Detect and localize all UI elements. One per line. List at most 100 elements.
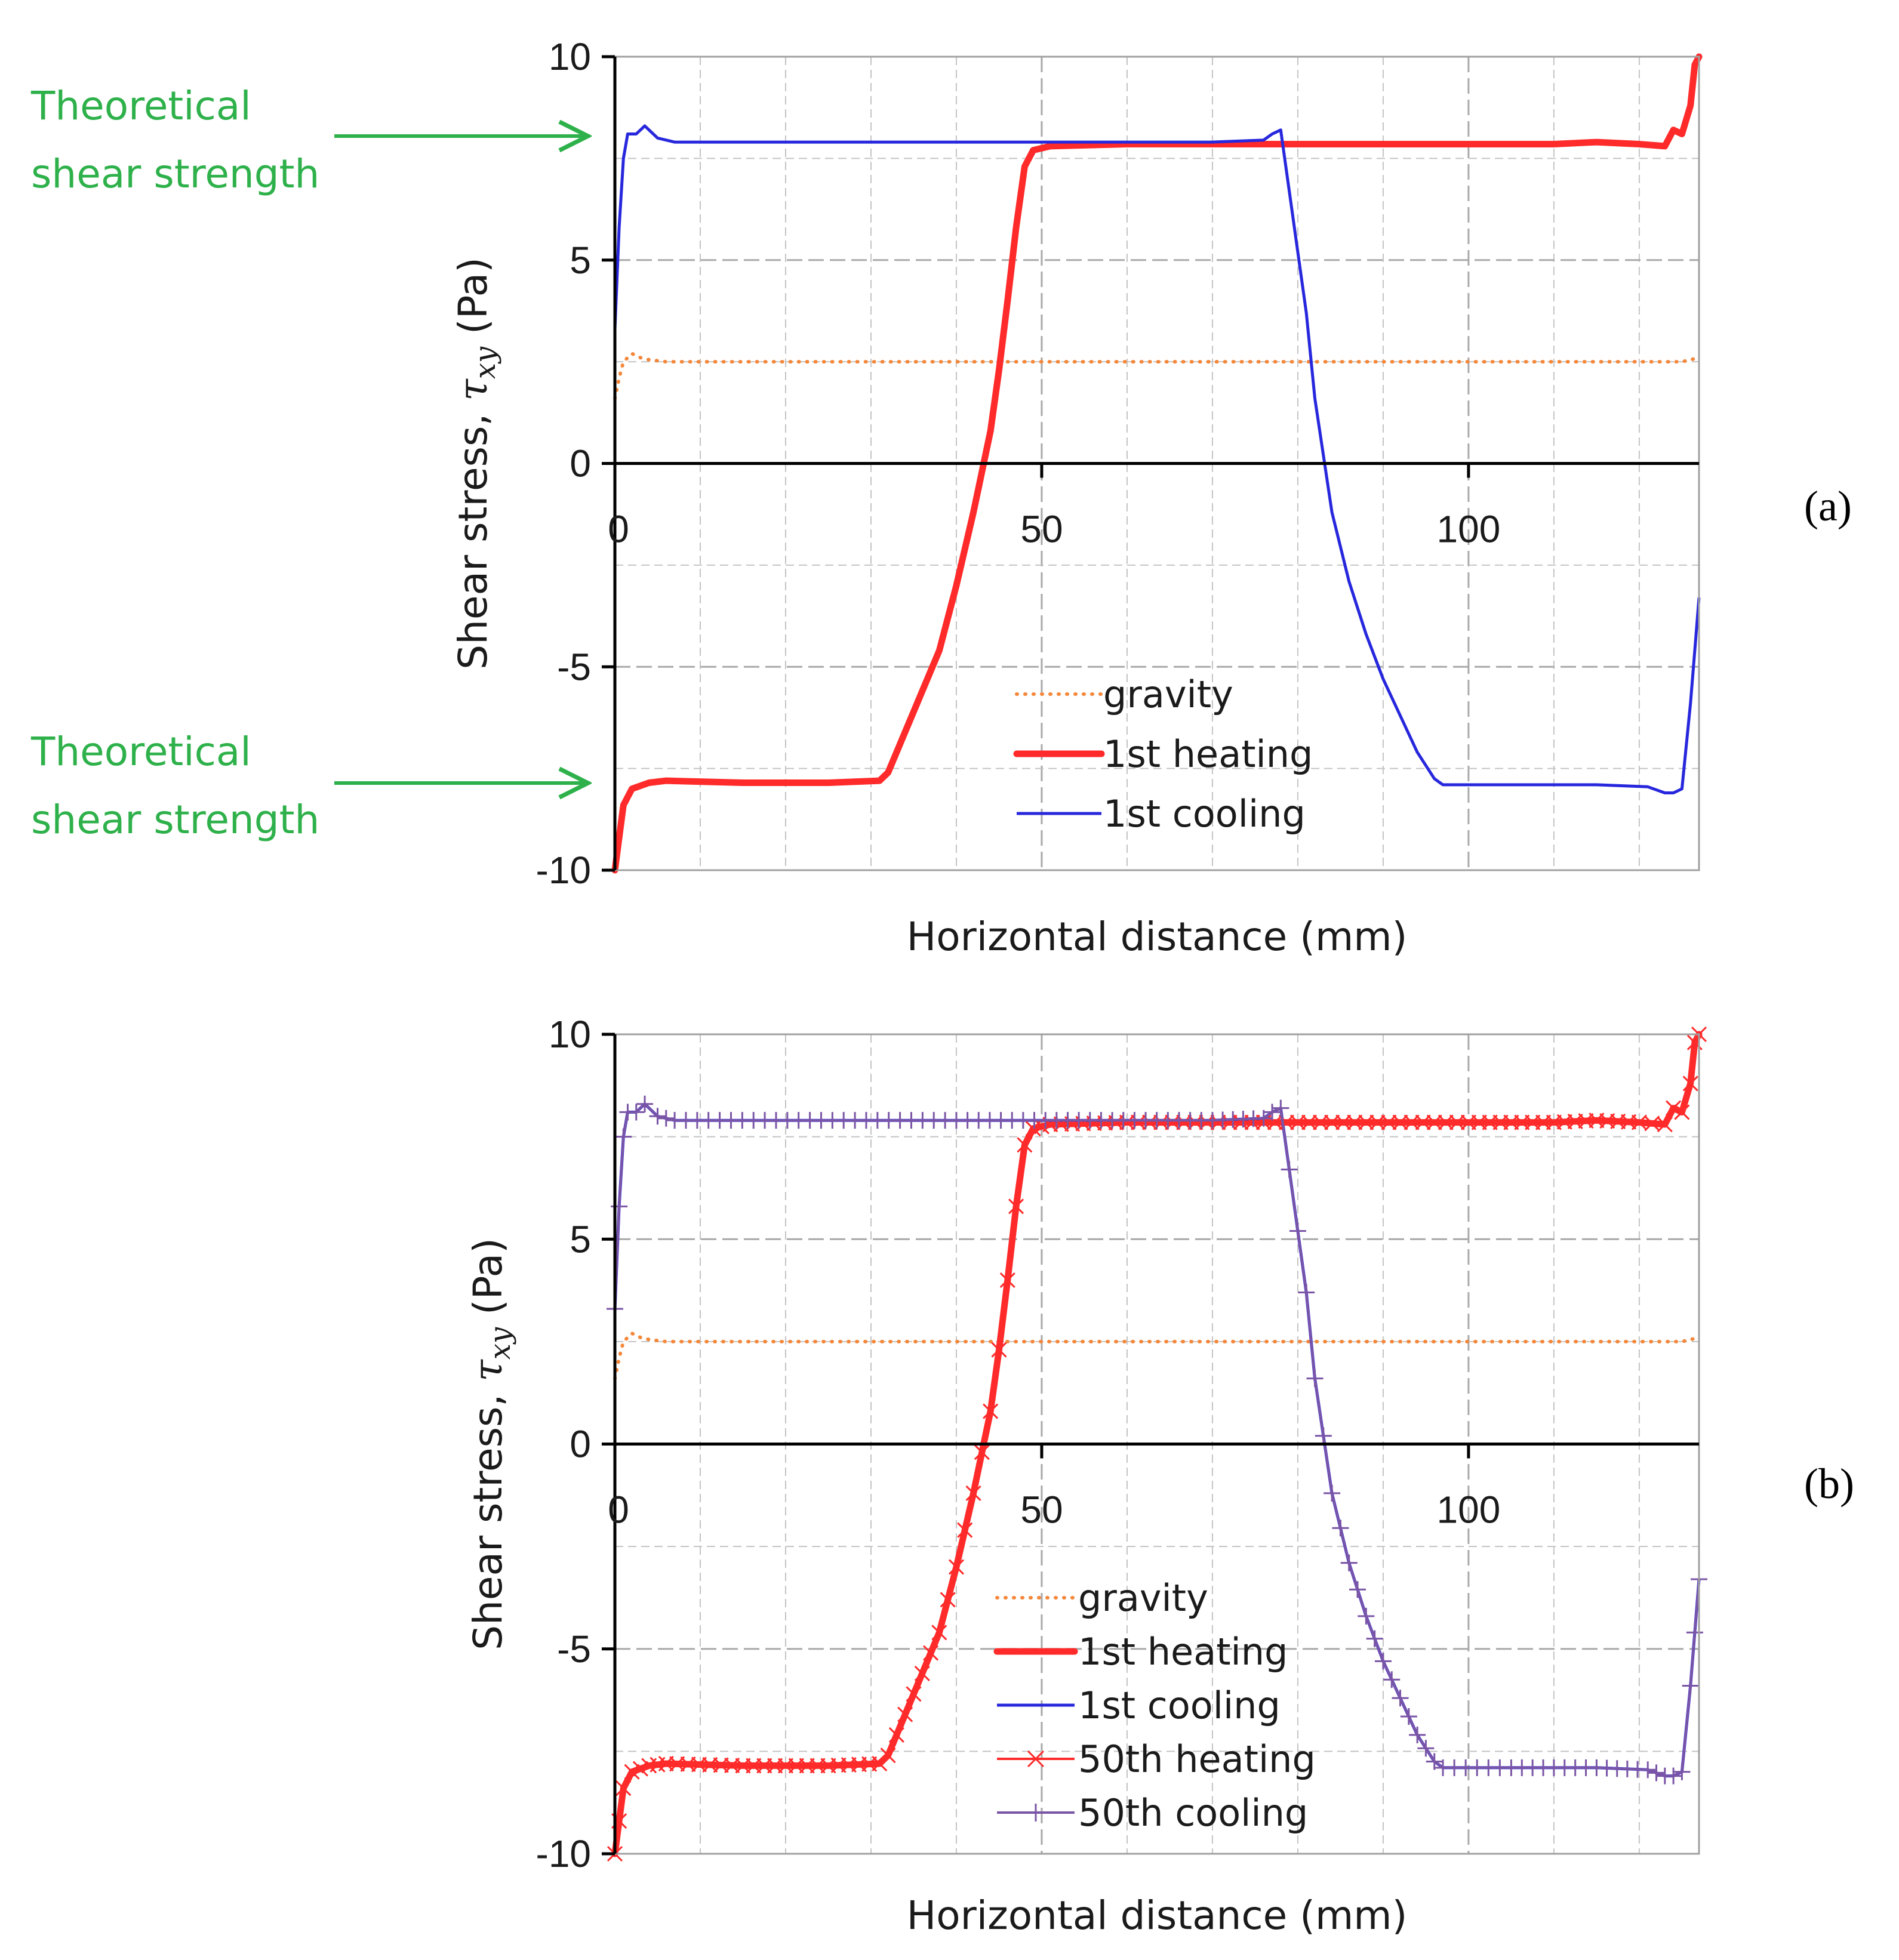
data-point-plus-marker — [1358, 1607, 1375, 1625]
data-point-plus-marker — [1255, 1110, 1272, 1127]
data-point-x-marker — [1233, 1114, 1249, 1130]
data-point-plus-marker — [1682, 1677, 1699, 1694]
series-50th-heating — [607, 1026, 1707, 1862]
data-point-plus-marker — [1298, 1284, 1315, 1301]
legend-plus-marker — [1027, 1804, 1045, 1822]
x-axis-title: Horizontal distance (mm) — [907, 914, 1408, 960]
legend-x-marker — [1027, 1750, 1045, 1768]
data-point-x-marker — [1682, 1075, 1698, 1092]
data-point-plus-marker — [1383, 1671, 1401, 1688]
data-point-x-marker — [1289, 1114, 1306, 1130]
y-tick-label: -10 — [536, 849, 592, 892]
series-line — [614, 1102, 1700, 1777]
x-tick-label: 0 — [608, 1489, 629, 1531]
data-point-x-marker — [1358, 1114, 1374, 1130]
panel-a-ticks: 10 5 0 -5 -10 0 50 100 — [536, 35, 1501, 892]
series-gravity — [613, 351, 1701, 400]
legend-key — [997, 1804, 1075, 1822]
data-point-x-marker — [624, 1764, 640, 1780]
data-point-x-marker — [974, 1444, 990, 1460]
panel-label: (b) — [1804, 1460, 1854, 1508]
data-point-x-marker — [1335, 1114, 1352, 1130]
legend-label: 1st cooling — [1103, 792, 1306, 836]
data-point-plus-marker — [1648, 1764, 1665, 1782]
data-point-x-marker — [931, 1625, 947, 1641]
data-point-x-marker — [1381, 1114, 1397, 1130]
annotation-upper: Theoretical shear strength — [30, 83, 588, 197]
data-point-x-marker — [940, 1592, 956, 1608]
data-point-x-marker — [1313, 1114, 1329, 1130]
legend-label: 50th cooling — [1078, 1791, 1308, 1835]
data-point-x-marker — [965, 1485, 981, 1501]
data-point-x-marker — [1438, 1114, 1454, 1130]
data-point-plus-marker — [1400, 1708, 1417, 1725]
annotation-upper-line1: Theoretical — [30, 83, 251, 129]
x-tick-label: 50 — [1020, 1489, 1063, 1531]
annotation-lower-line2: shear strength — [31, 797, 319, 843]
x-tick-label: 100 — [1437, 508, 1501, 551]
panel-a-series — [611, 53, 1703, 874]
data-point-x-marker — [888, 1727, 904, 1743]
annotation-lower: Theoretical shear strength — [30, 729, 588, 843]
data-point-plus-marker — [1639, 1761, 1657, 1779]
y-tick-label: 10 — [549, 1013, 591, 1056]
data-point-plus-marker — [1374, 1653, 1392, 1670]
y-tick-label: -5 — [557, 1628, 591, 1671]
legend-label: gravity — [1078, 1576, 1208, 1620]
annotation-upper-line2: shear strength — [31, 151, 319, 197]
y-tick-label: 5 — [570, 1218, 591, 1261]
data-point-plus-marker — [1289, 1222, 1306, 1240]
y-tick-label: -10 — [536, 1832, 592, 1875]
data-point-plus-marker — [1392, 1690, 1409, 1707]
data-point-plus-marker — [1315, 1427, 1332, 1444]
y-tick-label: 0 — [570, 1423, 591, 1466]
panel-b-ticks: 10 5 0 -5 -10 0 50 100 — [536, 1013, 1501, 1875]
data-point-plus-marker — [636, 1095, 654, 1112]
data-point-plus-marker — [1340, 1554, 1358, 1571]
legend-label: gravity — [1103, 673, 1233, 716]
data-point-x-marker — [1119, 1114, 1135, 1130]
data-point-plus-marker — [1417, 1740, 1435, 1757]
data-point-plus-marker — [615, 1128, 632, 1145]
data-point-x-marker — [948, 1559, 965, 1575]
x-tick-label: 50 — [1020, 508, 1063, 551]
data-point-x-marker — [1644, 1115, 1660, 1132]
data-point-x-marker — [923, 1645, 939, 1661]
data-point-plus-marker — [1409, 1726, 1426, 1743]
y-tick-label: 0 — [570, 442, 591, 485]
y-tick-label: 10 — [549, 35, 591, 78]
panel-b-axes — [602, 1033, 1700, 1856]
x-axis-title: Horizontal distance (mm) — [907, 1893, 1408, 1939]
panel-a-legend: gravity 1st heating 1st cooling — [1013, 673, 1313, 836]
data-point-plus-marker — [1281, 1161, 1298, 1178]
data-point-x-marker — [906, 1686, 922, 1702]
x-tick-label: 100 — [1437, 1489, 1501, 1531]
data-point-plus-marker — [1332, 1520, 1349, 1537]
panel-b-legend: gravity 1st heating 1st cooling 50th hea… — [993, 1576, 1316, 1835]
x-tick-label: 0 — [608, 508, 629, 551]
data-point-plus-marker — [1665, 1767, 1682, 1785]
data-point-x-marker — [1666, 1100, 1682, 1116]
data-point-x-marker — [1347, 1114, 1363, 1130]
data-point-x-marker — [880, 1748, 896, 1764]
data-point-plus-marker — [657, 1110, 675, 1127]
y-axis-title: Shear stress, τxy (Pa) — [465, 1238, 517, 1650]
data-point-x-marker — [1426, 1114, 1442, 1130]
y-tick-label: 5 — [570, 239, 591, 282]
data-point-x-marker — [991, 1342, 1007, 1358]
data-point-plus-marker — [1673, 1763, 1691, 1780]
data-point-x-marker — [1404, 1114, 1420, 1130]
data-point-x-marker — [983, 1403, 999, 1419]
data-point-plus-marker — [1686, 1624, 1703, 1641]
data-point-plus-marker — [1324, 1484, 1341, 1502]
legend-label: 1st heating — [1103, 732, 1313, 776]
data-point-plus-marker — [1272, 1099, 1289, 1117]
panel-a: 10 5 0 -5 -10 0 50 100 Horizontal distan… — [450, 35, 1852, 960]
series-gravity — [613, 1331, 1701, 1380]
data-point-x-marker — [957, 1522, 973, 1538]
data-point-x-marker — [1008, 1198, 1024, 1215]
data-point-x-marker — [615, 1780, 632, 1796]
series-1st-cooling — [613, 1102, 1701, 1778]
data-point-plus-marker — [627, 1104, 645, 1121]
